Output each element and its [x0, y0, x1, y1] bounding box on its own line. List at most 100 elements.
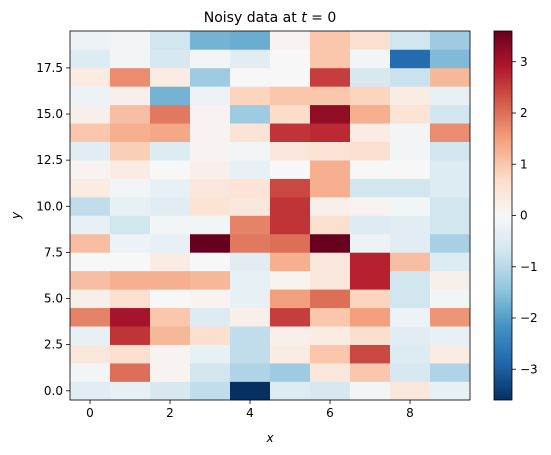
heatmap-cell	[430, 381, 471, 401]
heatmap-cell	[190, 49, 231, 69]
colorbar	[494, 31, 512, 400]
heatmap-cell	[110, 326, 151, 345]
heatmap-cell	[110, 289, 151, 309]
heatmap-cell	[350, 123, 391, 142]
heatmap-cell	[390, 86, 431, 106]
y-tick-label: 7.5	[44, 245, 63, 259]
colorbar-tick-label: 1	[520, 157, 528, 171]
heatmap-cell	[70, 86, 111, 106]
heatmap-cell	[350, 363, 391, 382]
colorbar-tick-label: −2	[520, 311, 538, 325]
heatmap-cell	[230, 31, 271, 50]
heatmap-cell	[350, 344, 391, 364]
heatmap-cell	[350, 252, 391, 272]
heatmap-cell	[310, 344, 351, 364]
heatmap-cell	[350, 160, 391, 179]
heatmap-cell	[190, 160, 231, 179]
heatmap-cell	[270, 160, 311, 179]
heatmap-cell	[350, 178, 391, 198]
heatmap-cell	[190, 344, 231, 364]
heatmap-cell	[390, 49, 431, 69]
heatmap-cell	[70, 67, 111, 87]
heatmap-cell	[430, 86, 471, 106]
heatmap-cell	[270, 252, 311, 272]
heatmap-cell	[310, 86, 351, 106]
heatmap-cell	[390, 123, 431, 142]
heatmap-cell	[270, 123, 311, 142]
heatmap-cell	[390, 289, 431, 309]
heatmap-cell	[390, 326, 431, 345]
heatmap-cell	[110, 104, 151, 124]
heatmap-cell	[150, 160, 191, 179]
heatmap-cell	[190, 363, 231, 382]
chart-title-variable: t	[301, 10, 307, 26]
heatmap-cell	[150, 233, 191, 253]
y-tick-label: 15.0	[36, 107, 63, 121]
heatmap-cell	[390, 197, 431, 216]
heatmap-cell	[350, 215, 391, 235]
heatmap-cell	[310, 252, 351, 272]
heatmap-cell	[390, 31, 431, 50]
heatmap-cell	[310, 49, 351, 69]
heatmap-cell	[110, 307, 151, 327]
heatmap-cell	[150, 141, 191, 161]
heatmap-cell	[270, 233, 311, 253]
heatmap-cell	[110, 141, 151, 161]
heatmap-cell	[350, 141, 391, 161]
heatmap-cell	[110, 86, 151, 106]
heatmap-cell	[310, 363, 351, 382]
heatmap-cell	[70, 233, 111, 253]
heatmap-cell	[150, 326, 191, 345]
heatmap-cell	[70, 215, 111, 235]
heatmap-cell	[430, 178, 471, 198]
heatmap-cell	[230, 307, 271, 327]
heatmap-cell	[390, 141, 431, 161]
heatmap-cell	[110, 270, 151, 290]
chart-title-prefix: Noisy data at	[204, 10, 301, 26]
heatmap-cell	[390, 307, 431, 327]
y-axis-label: y	[9, 211, 23, 220]
heatmap-cell	[110, 67, 151, 87]
heatmap-cell	[430, 197, 471, 216]
heatmap-cell	[310, 123, 351, 142]
heatmap-cell	[350, 49, 391, 69]
heatmap-cell	[390, 160, 431, 179]
heatmap-cell	[70, 197, 111, 216]
x-tick-label: 0	[86, 406, 94, 420]
heatmap-cell	[230, 178, 271, 198]
heatmap-cell	[150, 215, 191, 235]
heatmap-cell	[70, 104, 111, 124]
heatmap-cell	[430, 141, 471, 161]
heatmap-cell	[70, 363, 111, 382]
chart-title-suffix: = 0	[307, 10, 337, 26]
heatmap-cell	[350, 307, 391, 327]
heatmap-cell	[230, 363, 271, 382]
heatmap-cell	[350, 104, 391, 124]
y-tick-label: 12.5	[36, 153, 63, 167]
heatmap-cell	[230, 233, 271, 253]
heatmap-cell	[230, 326, 271, 345]
heatmap-cell	[270, 67, 311, 87]
colorbar-ticks: −3 −2 −1 0 1 2 3	[512, 55, 538, 376]
heatmap-cell	[150, 123, 191, 142]
heatmap-cell	[190, 86, 231, 106]
heatmap-cell	[110, 160, 151, 179]
heatmap-cell	[270, 49, 311, 69]
colorbar-tick-label: 2	[520, 106, 528, 120]
heatmap-cell	[390, 215, 431, 235]
heatmap-cell	[390, 381, 431, 401]
y-tick-label: 17.5	[36, 61, 63, 75]
heatmap-cell	[270, 381, 311, 401]
x-tick-label: 2	[166, 406, 174, 420]
x-axis-label: x	[265, 431, 274, 445]
heatmap-cell	[310, 160, 351, 179]
heatmap-cell	[350, 233, 391, 253]
heatmap-cell	[270, 141, 311, 161]
heatmap-cell	[430, 363, 471, 382]
heatmap-cell	[230, 381, 271, 401]
heatmap-cell	[430, 233, 471, 253]
heatmap-cell	[110, 363, 151, 382]
heatmap-cell	[270, 86, 311, 106]
